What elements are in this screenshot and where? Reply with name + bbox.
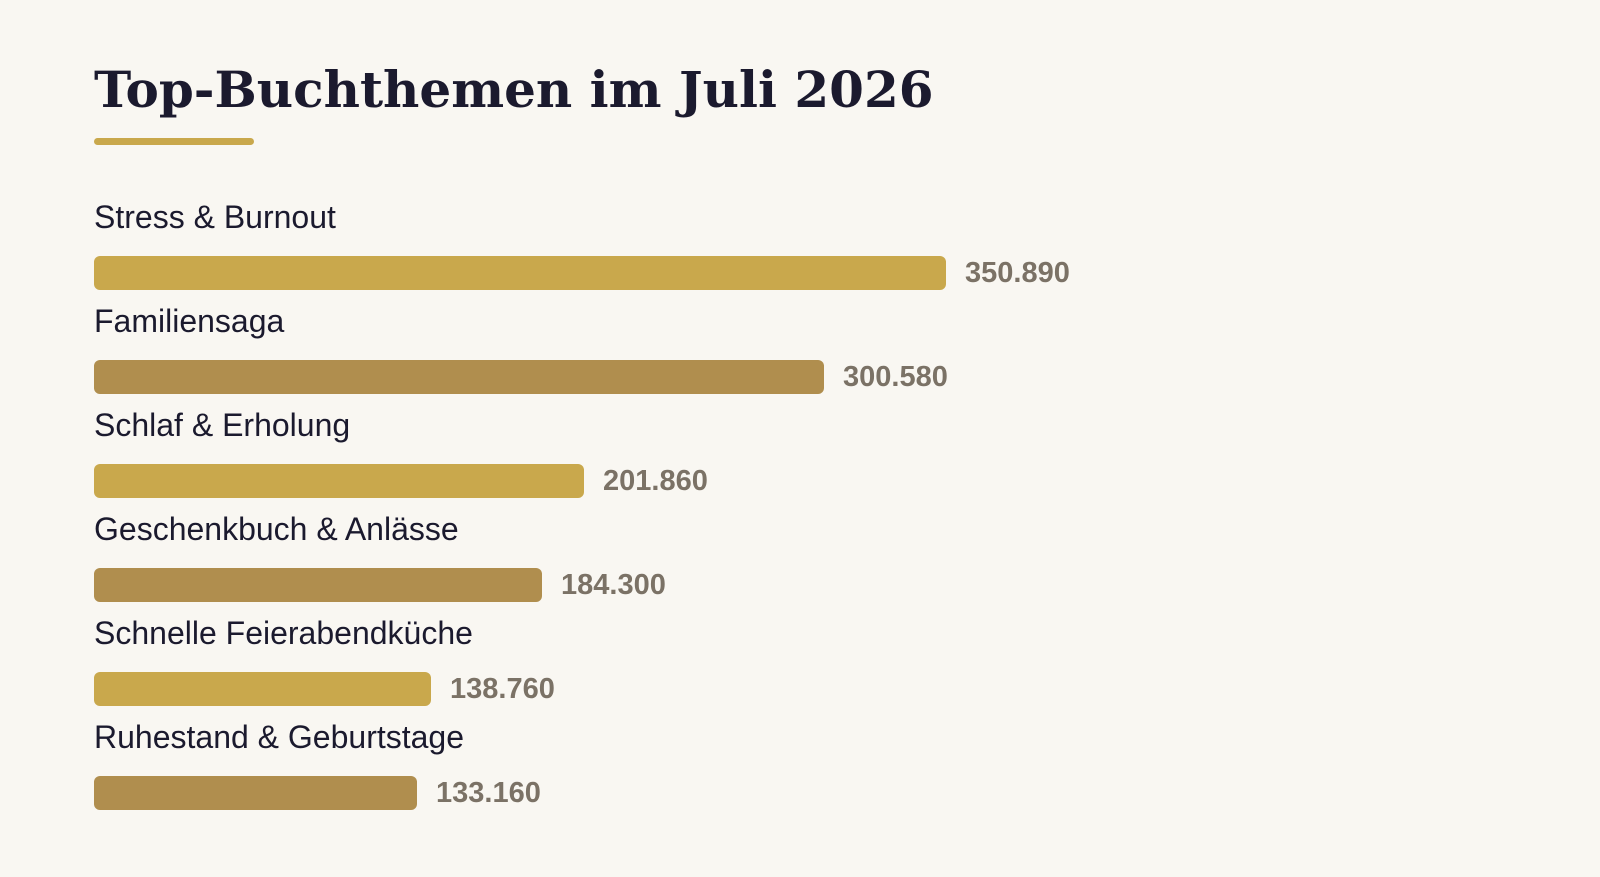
- bar-row: Ruhestand & Geburtstage 133.160: [94, 719, 541, 810]
- value-label: 201.860: [603, 465, 708, 497]
- bar-row: Geschenkbuch & Anlässe 184.300: [94, 511, 666, 602]
- bars-group: Stress & Burnout 350.890 Familiensaga 300.5…: [94, 199, 1070, 810]
- bar-row: Stress & Burnout 350.890: [94, 199, 1070, 290]
- category-label: Geschenkbuch & Anlässe: [94, 511, 459, 547]
- chart-title: Top-Buchthemen im Juli 2026: [94, 60, 934, 119]
- bar: [94, 776, 417, 810]
- bar: [94, 568, 542, 602]
- bar: [94, 360, 824, 394]
- category-label: Familiensaga: [94, 303, 285, 339]
- bar: [94, 464, 584, 498]
- bar-row: Schnelle Feierabendküche 138.760: [94, 615, 555, 706]
- bar: [94, 256, 946, 290]
- value-label: 300.580: [843, 361, 948, 393]
- bar-row: Schlaf & Erholung 201.860: [94, 407, 708, 498]
- value-label: 184.300: [561, 569, 666, 601]
- bar: [94, 672, 431, 706]
- category-label: Ruhestand & Geburtstage: [94, 719, 464, 755]
- title-underline: [94, 138, 254, 145]
- value-label: 133.160: [436, 777, 541, 809]
- category-label: Stress & Burnout: [94, 199, 336, 235]
- bar-row: Familiensaga 300.580: [94, 303, 948, 394]
- value-label: 138.760: [450, 673, 555, 705]
- category-label: Schnelle Feierabendküche: [94, 615, 473, 651]
- category-label: Schlaf & Erholung: [94, 407, 350, 443]
- value-label: 350.890: [965, 257, 1070, 289]
